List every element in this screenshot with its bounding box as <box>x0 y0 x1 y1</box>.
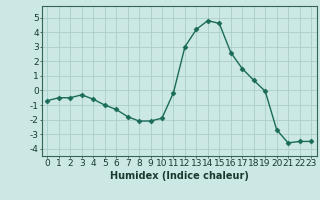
X-axis label: Humidex (Indice chaleur): Humidex (Indice chaleur) <box>110 171 249 181</box>
